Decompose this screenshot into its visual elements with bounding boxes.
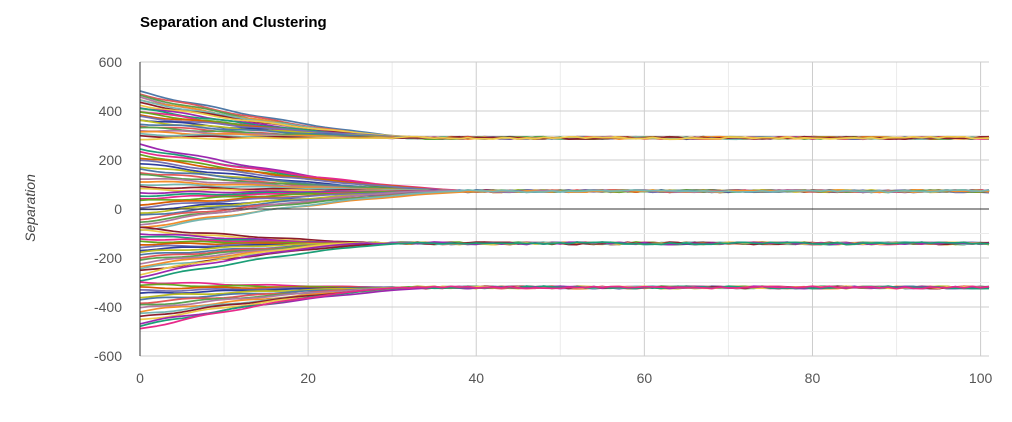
y-tick-label: -600 — [94, 348, 122, 364]
x-tick-label: 100 — [969, 370, 993, 386]
chart-title: Separation and Clustering — [140, 14, 327, 31]
series-line — [139, 285, 990, 328]
x-tick-label: 60 — [637, 370, 653, 386]
series-line — [139, 135, 990, 141]
tick-labels: 600 400 200 0 -200 -400 -600 0 20 40 60 80 100 — [94, 54, 993, 386]
y-tick-label: 0 — [114, 201, 122, 217]
series-line — [139, 241, 990, 279]
y-tick-label: 200 — [99, 152, 123, 168]
y-tick-label: 400 — [99, 103, 123, 119]
series-line — [139, 189, 990, 232]
series-line — [139, 241, 990, 282]
series-line — [139, 188, 990, 226]
series-line — [139, 285, 990, 330]
y-tick-label: -400 — [94, 299, 122, 315]
series-line — [139, 90, 990, 141]
x-tick-label: 0 — [136, 370, 144, 386]
x-tick-label: 80 — [805, 370, 821, 386]
x-tick-label: 20 — [300, 370, 316, 386]
series-line — [139, 134, 990, 140]
y-tick-label: -200 — [94, 250, 122, 266]
x-tick-label: 40 — [468, 370, 484, 386]
series-lines — [139, 90, 990, 330]
axes — [139, 62, 989, 356]
y-tick-label: 600 — [99, 54, 123, 70]
